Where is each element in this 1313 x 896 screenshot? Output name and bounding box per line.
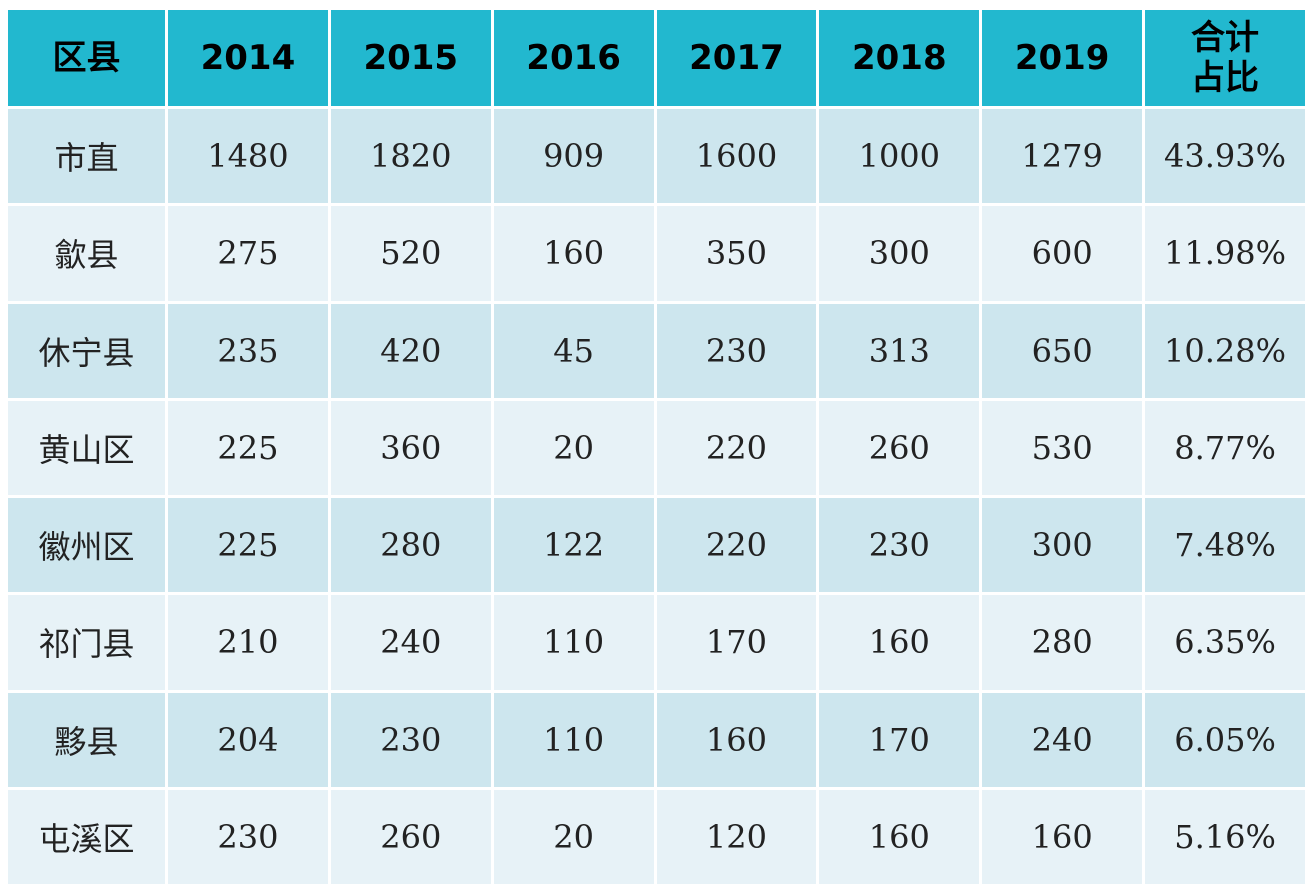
total-share-label: 合计 占比 — [1191, 18, 1260, 98]
value-cell-2017: 160 — [656, 692, 817, 787]
value-cell-2018: 1000 — [819, 109, 980, 204]
value-cell-2019: 650 — [982, 303, 1143, 398]
value-cell-2016: 110 — [493, 692, 654, 787]
region-cell: 市直 — [8, 109, 165, 204]
value-cell-2014: 225 — [168, 498, 328, 593]
value-cell-2017: 350 — [656, 206, 817, 301]
table-row: 黟县 204 230 110 160 170 240 6.05% — [8, 692, 1305, 787]
total-share-cell: 6.35% — [1145, 595, 1305, 690]
value-cell-2015: 260 — [330, 789, 491, 884]
table-row: 屯溪区 230 260 20 120 160 160 5.16% — [8, 789, 1305, 884]
total-share-cell: 11.98% — [1145, 206, 1305, 301]
value-cell-2019: 300 — [982, 498, 1143, 593]
table-row: 休宁县 235 420 45 230 313 650 10.28% — [8, 303, 1305, 398]
header-cell-2014: 2014 — [168, 10, 328, 106]
value-cell-2017: 230 — [656, 303, 817, 398]
value-cell-2016: 160 — [493, 206, 654, 301]
value-cell-2018: 300 — [819, 206, 980, 301]
value-cell-2017: 1600 — [656, 109, 817, 204]
table-row: 徽州区 225 280 122 220 230 300 7.48% — [8, 498, 1305, 593]
table-row: 黄山区 225 360 20 220 260 530 8.77% — [8, 400, 1305, 495]
region-cell: 祁门县 — [8, 595, 165, 690]
value-cell-2015: 1820 — [330, 109, 491, 204]
value-cell-2015: 420 — [330, 303, 491, 398]
region-cell: 屯溪区 — [8, 789, 165, 884]
total-share-cell: 10.28% — [1145, 303, 1305, 398]
table-row: 祁门县 210 240 110 170 160 280 6.35% — [8, 595, 1305, 690]
value-cell-2015: 520 — [330, 206, 491, 301]
total-share-cell: 5.16% — [1145, 789, 1305, 884]
table-row: 市直 1480 1820 909 1600 1000 1279 43.93% — [8, 109, 1305, 204]
value-cell-2014: 225 — [168, 400, 328, 495]
header-cell-total-share: 合计 占比 — [1145, 10, 1305, 106]
total-share-cell: 8.77% — [1145, 400, 1305, 495]
value-cell-2015: 230 — [330, 692, 491, 787]
value-cell-2017: 220 — [656, 498, 817, 593]
region-cell: 黄山区 — [8, 400, 165, 495]
total-share-cell: 43.93% — [1145, 109, 1305, 204]
value-cell-2018: 260 — [819, 400, 980, 495]
header-cell-2018: 2018 — [819, 10, 980, 106]
header-cell-2019: 2019 — [982, 10, 1143, 106]
value-cell-2014: 1480 — [168, 109, 328, 204]
value-cell-2016: 110 — [493, 595, 654, 690]
value-cell-2016: 20 — [493, 789, 654, 884]
region-cell: 徽州区 — [8, 498, 165, 593]
value-cell-2017: 220 — [656, 400, 817, 495]
header-cell-region: 区县 — [8, 10, 165, 106]
header-cell-2016: 2016 — [493, 10, 654, 106]
region-cell: 黟县 — [8, 692, 165, 787]
value-cell-2019: 600 — [982, 206, 1143, 301]
value-cell-2018: 160 — [819, 595, 980, 690]
value-cell-2015: 360 — [330, 400, 491, 495]
header-cell-2017: 2017 — [656, 10, 817, 106]
value-cell-2019: 530 — [982, 400, 1143, 495]
value-cell-2019: 240 — [982, 692, 1143, 787]
value-cell-2016: 909 — [493, 109, 654, 204]
table-body: 市直 1480 1820 909 1600 1000 1279 43.93% 歙县 275 520 1… — [8, 109, 1305, 884]
value-cell-2019: 1279 — [982, 109, 1143, 204]
value-cell-2017: 120 — [656, 789, 817, 884]
total-share-cell: 7.48% — [1145, 498, 1305, 593]
header-row: 区县 2014 2015 2016 2017 2018 2019 合计 占比 — [8, 10, 1305, 106]
value-cell-2016: 20 — [493, 400, 654, 495]
value-cell-2015: 280 — [330, 498, 491, 593]
value-cell-2018: 230 — [819, 498, 980, 593]
value-cell-2014: 230 — [168, 789, 328, 884]
value-cell-2016: 45 — [493, 303, 654, 398]
region-cell: 休宁县 — [8, 303, 165, 398]
value-cell-2018: 313 — [819, 303, 980, 398]
header-cell-2015: 2015 — [330, 10, 491, 106]
value-cell-2019: 160 — [982, 789, 1143, 884]
value-cell-2014: 210 — [168, 595, 328, 690]
value-cell-2018: 170 — [819, 692, 980, 787]
value-cell-2014: 204 — [168, 692, 328, 787]
value-cell-2017: 170 — [656, 595, 817, 690]
value-cell-2015: 240 — [330, 595, 491, 690]
data-table: 区县 2014 2015 2016 2017 2018 2019 合计 占比 市直… — [5, 7, 1308, 887]
value-cell-2014: 235 — [168, 303, 328, 398]
table-row: 歙县 275 520 160 350 300 600 11.98% — [8, 206, 1305, 301]
value-cell-2014: 275 — [168, 206, 328, 301]
value-cell-2018: 160 — [819, 789, 980, 884]
region-cell: 歙县 — [8, 206, 165, 301]
value-cell-2019: 280 — [982, 595, 1143, 690]
value-cell-2016: 122 — [493, 498, 654, 593]
total-share-cell: 6.05% — [1145, 692, 1305, 787]
